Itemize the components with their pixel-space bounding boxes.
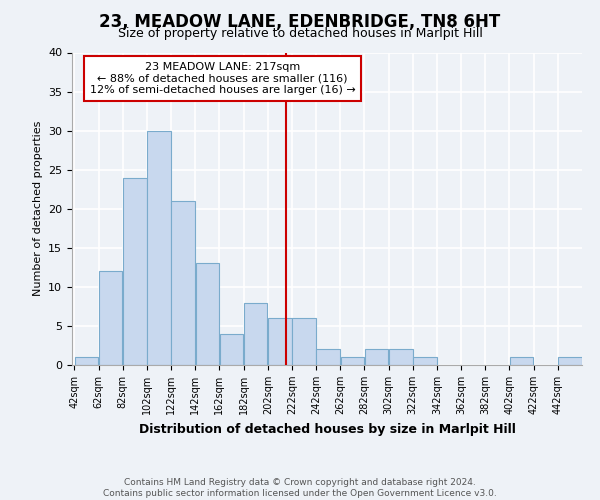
Bar <box>510 357 533 365</box>
Bar <box>341 357 364 365</box>
Bar <box>147 130 171 365</box>
Bar <box>75 357 98 365</box>
Bar <box>244 302 268 365</box>
Y-axis label: Number of detached properties: Number of detached properties <box>32 121 43 296</box>
Bar <box>316 350 340 365</box>
Text: Size of property relative to detached houses in Marlpit Hill: Size of property relative to detached ho… <box>118 28 482 40</box>
Bar <box>389 350 413 365</box>
Bar <box>558 357 581 365</box>
Bar <box>268 318 292 365</box>
Text: 23 MEADOW LANE: 217sqm
← 88% of detached houses are smaller (116)
12% of semi-de: 23 MEADOW LANE: 217sqm ← 88% of detached… <box>89 62 355 95</box>
Text: Contains HM Land Registry data © Crown copyright and database right 2024.
Contai: Contains HM Land Registry data © Crown c… <box>103 478 497 498</box>
X-axis label: Distribution of detached houses by size in Marlpit Hill: Distribution of detached houses by size … <box>139 422 515 436</box>
Bar <box>220 334 244 365</box>
Bar <box>196 264 219 365</box>
Bar <box>292 318 316 365</box>
Bar <box>365 350 388 365</box>
Bar <box>99 271 122 365</box>
Bar <box>413 357 437 365</box>
Text: 23, MEADOW LANE, EDENBRIDGE, TN8 6HT: 23, MEADOW LANE, EDENBRIDGE, TN8 6HT <box>100 12 500 30</box>
Bar <box>172 201 195 365</box>
Bar <box>123 178 146 365</box>
